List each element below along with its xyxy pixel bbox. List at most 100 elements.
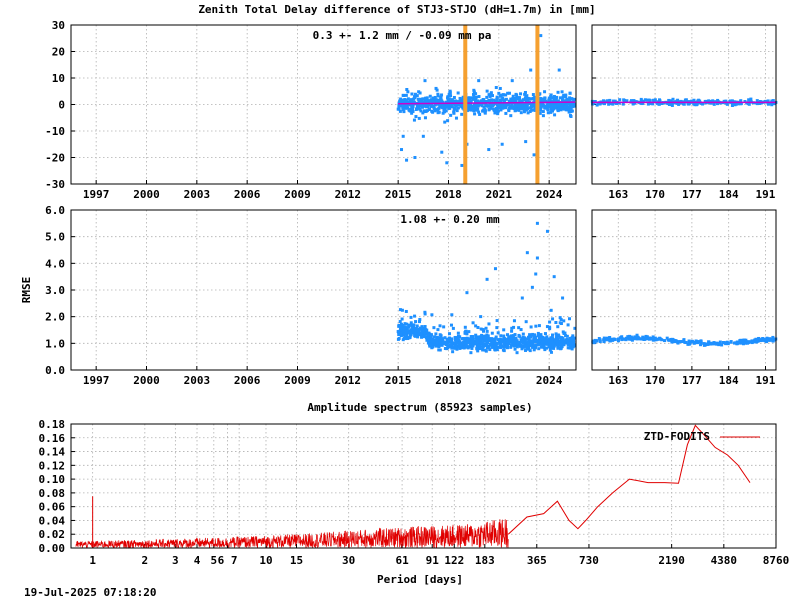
data-point [602, 340, 606, 344]
data-point [534, 345, 538, 349]
data-point [554, 339, 558, 343]
data-point [496, 112, 500, 116]
data-point [429, 339, 433, 343]
spectrum-long-period-line [507, 424, 751, 535]
data-point [450, 343, 454, 347]
data-point [560, 98, 564, 102]
data-point [422, 101, 426, 105]
x-tick-label: 183 [475, 554, 495, 567]
data-point [608, 339, 612, 343]
data-point [622, 98, 626, 102]
data-point [712, 102, 716, 106]
data-point [562, 107, 566, 111]
data-point [446, 345, 450, 349]
data-point [497, 339, 501, 343]
data-point [658, 336, 662, 340]
data-point [513, 339, 517, 343]
data-point [502, 328, 506, 332]
data-point [766, 99, 770, 103]
data-point [423, 331, 427, 335]
data-point [409, 98, 413, 102]
data-point [526, 97, 530, 101]
data-point [511, 99, 515, 103]
data-point [565, 97, 569, 101]
data-point [429, 344, 433, 348]
data-point [415, 94, 419, 98]
data-point [522, 344, 526, 348]
data-point [568, 98, 572, 102]
data-point [529, 325, 533, 329]
data-point [514, 336, 518, 340]
data-point [766, 338, 770, 342]
data-point [564, 334, 568, 338]
data-point [471, 344, 475, 348]
data-point [506, 103, 510, 107]
data-point [429, 104, 433, 108]
data-point [429, 342, 433, 346]
data-point [569, 114, 573, 118]
data-point [430, 109, 434, 113]
data-point [436, 94, 440, 98]
data-point [515, 341, 519, 345]
data-point [707, 340, 711, 344]
data-point [458, 96, 462, 100]
data-point [539, 105, 543, 109]
data-point [560, 340, 564, 344]
data-point [509, 343, 513, 347]
data-point [438, 348, 442, 352]
data-point [651, 98, 655, 102]
data-point [457, 338, 461, 342]
data-point [423, 312, 427, 316]
data-point [466, 337, 470, 341]
x-tick-label: 191 [756, 188, 776, 201]
data-point [549, 93, 553, 97]
data-point [747, 98, 751, 102]
y-tick-label: 0.12 [39, 459, 66, 472]
data-point [754, 337, 758, 341]
data-point [488, 94, 492, 98]
data-point [533, 95, 537, 99]
data-point [687, 102, 691, 106]
data-point [427, 100, 431, 104]
data-point [566, 341, 570, 345]
data-point [563, 94, 567, 98]
data-point [489, 106, 493, 110]
data-point [466, 346, 470, 350]
data-point [531, 103, 535, 107]
data-point [449, 323, 453, 327]
y-tick-label: 5.0 [45, 231, 65, 244]
data-point [541, 97, 545, 101]
outlier-point [561, 296, 565, 300]
data-point [507, 106, 511, 110]
data-point [736, 340, 740, 344]
data-point [450, 313, 454, 317]
data-point [413, 96, 417, 100]
data-point [495, 319, 499, 323]
data-point [413, 334, 417, 338]
data-point [504, 106, 508, 110]
data-point [479, 327, 483, 331]
data-point [517, 97, 521, 101]
data-point [417, 328, 421, 332]
outlier-point [445, 161, 449, 165]
data-point [510, 103, 514, 107]
data-point [607, 102, 611, 106]
data-point [420, 325, 424, 329]
x-tick-label: 2012 [335, 188, 362, 201]
data-point [435, 338, 439, 342]
data-point [471, 335, 475, 339]
data-point [566, 346, 570, 350]
data-point [487, 322, 491, 326]
data-point [653, 98, 657, 102]
data-point [563, 331, 567, 335]
data-point [504, 93, 508, 97]
x-tick-label: 122 [444, 554, 464, 567]
data-point [405, 88, 409, 92]
data-point [521, 332, 525, 336]
x-tick-label: 184 [719, 374, 739, 387]
data-point [571, 105, 575, 109]
data-point [445, 104, 449, 108]
data-point [526, 107, 530, 111]
data-point [549, 308, 553, 312]
